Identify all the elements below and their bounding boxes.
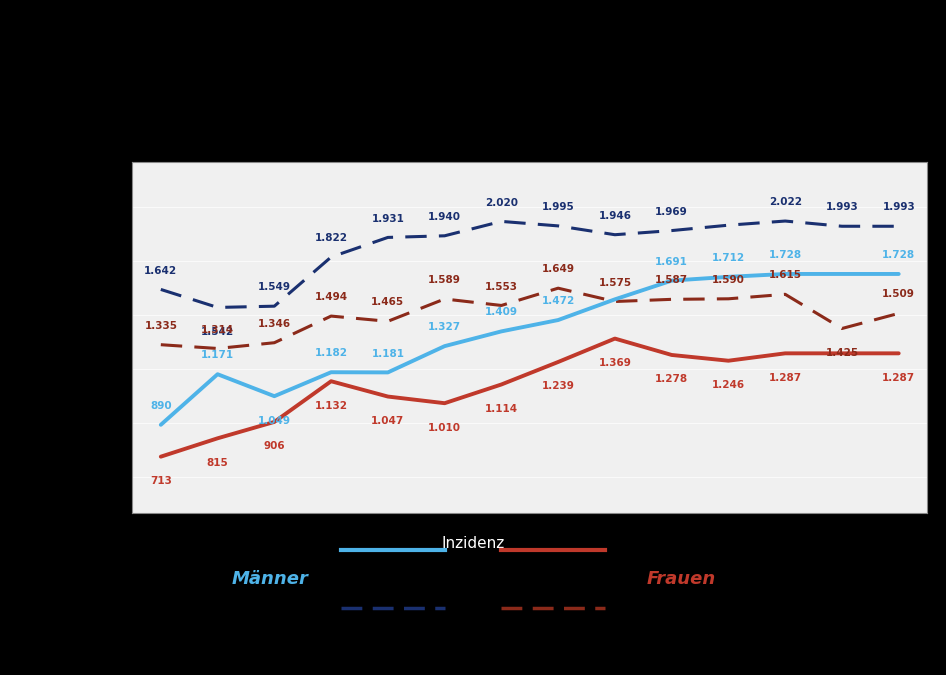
Text: 906: 906 [264,441,285,452]
Text: 1.615: 1.615 [769,271,801,280]
Text: 1.553: 1.553 [485,281,517,292]
Text: 1.494: 1.494 [314,292,348,302]
Text: 1.472: 1.472 [541,296,575,306]
Text: 1.712: 1.712 [711,253,745,263]
Text: 1.409: 1.409 [485,308,517,317]
Text: 1.589: 1.589 [429,275,461,285]
Text: 1.575: 1.575 [598,277,632,288]
Text: 1.278: 1.278 [655,375,689,384]
Text: 1.182: 1.182 [315,348,347,358]
Text: 1.047: 1.047 [371,416,405,426]
Text: 1.995: 1.995 [542,202,574,212]
Text: 1.649: 1.649 [542,265,574,274]
Text: 1.969: 1.969 [656,207,688,217]
Text: 1.314: 1.314 [201,325,235,335]
Text: 1.542: 1.542 [201,327,235,337]
Text: 1.931: 1.931 [372,213,404,223]
Text: 1.327: 1.327 [428,322,462,332]
Text: 1.114: 1.114 [484,404,518,414]
Text: 1.335: 1.335 [145,321,177,331]
Text: 1.822: 1.822 [315,233,347,243]
Text: 2.020: 2.020 [485,198,517,207]
Text: 1.287: 1.287 [768,373,802,383]
Text: 713: 713 [149,476,172,486]
Text: 1.287: 1.287 [882,373,916,383]
Text: 1.239: 1.239 [542,381,574,391]
Text: 1.993: 1.993 [826,202,858,213]
Text: 1.691: 1.691 [656,256,688,267]
Text: 1.728: 1.728 [882,250,916,260]
Text: 1.425: 1.425 [825,348,859,358]
Text: 1.171: 1.171 [201,350,235,360]
Text: 1.642: 1.642 [144,265,178,275]
Text: 1.940: 1.940 [429,212,461,222]
Text: 1.993: 1.993 [883,202,915,213]
Text: 1.346: 1.346 [257,319,291,329]
Text: 1.728: 1.728 [768,250,802,260]
Text: 1.246: 1.246 [711,380,745,390]
Text: Frauen: Frauen [646,570,716,588]
Text: 1.181: 1.181 [372,348,404,358]
Text: Männer: Männer [231,570,308,588]
Text: 1.590: 1.590 [712,275,745,285]
Text: 815: 815 [207,458,228,468]
Text: 1.946: 1.946 [599,211,631,221]
Text: 1.049: 1.049 [258,416,290,426]
Text: 1.010: 1.010 [429,423,461,433]
Text: 1.465: 1.465 [371,298,405,307]
Text: 890: 890 [150,401,171,411]
Text: 2.022: 2.022 [769,197,801,207]
Text: 1.587: 1.587 [655,275,689,286]
Text: Inzidenz: Inzidenz [442,536,504,551]
Text: 1.369: 1.369 [599,358,631,368]
Text: 1.509: 1.509 [883,290,915,300]
Text: 1.549: 1.549 [258,282,290,292]
Text: 1.132: 1.132 [315,401,347,410]
